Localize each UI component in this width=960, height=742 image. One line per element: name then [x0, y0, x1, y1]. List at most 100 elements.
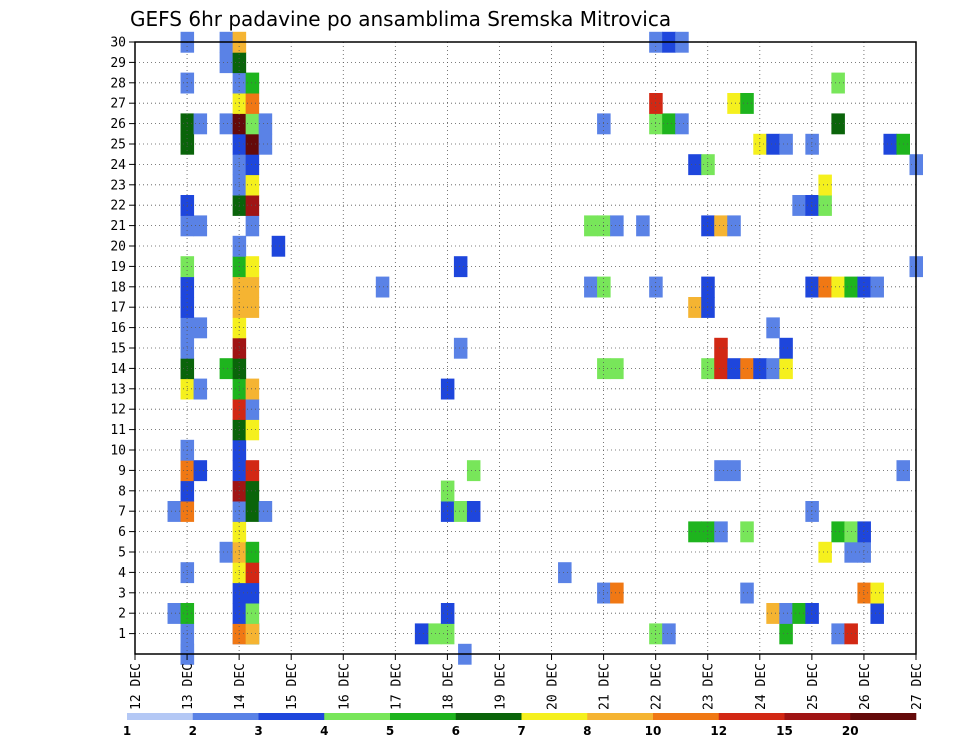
heatmap-cell — [245, 154, 260, 176]
y-tick-label: 16 — [110, 321, 126, 336]
heatmap-cell — [714, 521, 728, 543]
y-tick-label: 26 — [110, 117, 126, 132]
colorbar-segment — [718, 713, 785, 720]
heatmap-cells — [167, 31, 924, 665]
heatmap-cell — [818, 541, 832, 563]
heatmap-cell — [193, 378, 208, 400]
x-tick-label: 27 DEC — [910, 663, 925, 710]
heatmap-cell — [766, 317, 780, 339]
heatmap-cell — [584, 276, 598, 298]
x-tick-label: 24 DEC — [754, 663, 769, 710]
heatmap-cell — [779, 358, 793, 380]
heatmap-cell — [779, 603, 793, 624]
colorbar-label: 1 — [123, 724, 131, 738]
x-tick-label: 17 DEC — [389, 663, 404, 710]
y-tick-label: 22 — [110, 199, 126, 214]
colorbar-segment — [521, 713, 588, 720]
heatmap-cell — [818, 276, 832, 298]
heatmap-cell — [727, 460, 741, 482]
heatmap-cell — [193, 215, 208, 237]
heatmap-cell — [688, 154, 702, 176]
y-tick-label: 8 — [118, 484, 126, 499]
heatmap-cell — [245, 603, 260, 624]
heatmap-cell — [453, 256, 468, 278]
heatmap-cell — [688, 297, 702, 318]
colorbar-segment — [324, 713, 391, 720]
heatmap-cell — [831, 72, 845, 94]
y-tick-label: 30 — [110, 36, 126, 51]
y-tick-label: 13 — [110, 382, 126, 397]
heatmap-cell — [714, 337, 728, 359]
heatmap-cell — [245, 480, 260, 502]
colorbar-label: 10 — [645, 724, 662, 738]
heatmap-cell — [727, 93, 741, 114]
colorbar-segment — [390, 713, 457, 720]
y-tick-label: 12 — [110, 403, 126, 418]
heatmap-cell — [245, 276, 260, 298]
heatmap-cell — [245, 195, 260, 216]
colorbar-label: 6 — [452, 724, 460, 738]
colorbar-label: 7 — [517, 724, 525, 738]
heatmap-cell — [245, 582, 260, 604]
x-tick-label: 19 DEC — [493, 663, 508, 710]
heatmap-cell — [766, 358, 780, 380]
heatmap-cell — [245, 419, 260, 441]
heatmap-cell — [805, 276, 819, 298]
heatmap-cell — [245, 460, 260, 482]
y-tick-label: 10 — [110, 444, 126, 459]
heatmap-cell — [753, 133, 767, 155]
heatmap-cell — [271, 235, 286, 257]
heatmap-cell — [870, 603, 884, 624]
y-tick-label: 29 — [110, 56, 126, 71]
heatmap-cell — [714, 358, 728, 380]
y-tick-label: 5 — [118, 546, 126, 561]
x-tick-label: 15 DEC — [285, 663, 300, 710]
heatmap-cell — [193, 317, 208, 339]
heatmap-cell — [245, 378, 260, 400]
colorbar-segment — [850, 713, 917, 720]
heatmap-cell — [805, 195, 819, 216]
heatmap-cell — [818, 174, 832, 196]
colorbar-label: 20 — [842, 724, 859, 738]
heatmap-cell — [245, 215, 260, 237]
colorbar-legend: 1 2 3 4 5 6 7 8 10 12 15 20 — [123, 713, 917, 738]
x-tick-label: 21 DEC — [598, 663, 613, 710]
x-tick-label: 12 DEC — [129, 663, 144, 710]
heatmap-cell — [831, 276, 845, 298]
heatmap-cell — [167, 501, 182, 522]
heatmap-cell — [766, 603, 780, 624]
heatmap-cell — [245, 399, 260, 420]
x-tick-label: 14 DEC — [233, 663, 248, 710]
x-tick-label: 25 DEC — [806, 663, 821, 710]
colorbar-label: 12 — [710, 724, 727, 738]
heatmap-cell — [245, 93, 260, 114]
y-tick-label: 15 — [110, 342, 126, 357]
y-tick-label: 11 — [110, 423, 126, 438]
heatmap-cell — [779, 623, 793, 645]
heatmap-cell — [466, 501, 481, 522]
heatmap-cell — [610, 582, 624, 604]
colorbar-label: 15 — [776, 724, 793, 738]
y-tick-label: 17 — [110, 301, 126, 316]
heatmap-cell — [258, 133, 273, 155]
colorbar-segment — [784, 713, 851, 720]
y-tick-label: 23 — [110, 178, 126, 193]
heatmap-cell — [805, 501, 819, 522]
colorbar-label: 5 — [386, 724, 394, 738]
heatmap-cell — [818, 195, 832, 216]
x-tick-label: 13 DEC — [181, 663, 196, 710]
y-tick-label: 18 — [110, 280, 126, 295]
x-axis: 12 DEC 13 DEC 14 DEC 15 DEC 16 DEC 17 DEC 18 D… — [129, 654, 925, 710]
heatmap-cell — [831, 623, 845, 645]
y-tick-label: 28 — [110, 76, 126, 91]
heatmap-cell — [466, 460, 481, 482]
heatmap-cell — [245, 72, 260, 94]
heatmap-cell — [258, 501, 273, 522]
y-tick-label: 7 — [118, 505, 126, 520]
heatmap-cell — [219, 52, 234, 74]
y-tick-label: 2 — [118, 607, 126, 622]
colorbar-label: 3 — [254, 724, 262, 738]
x-tick-label: 22 DEC — [650, 663, 665, 710]
heatmap-cell — [714, 460, 728, 482]
heatmap-cell — [779, 337, 793, 359]
